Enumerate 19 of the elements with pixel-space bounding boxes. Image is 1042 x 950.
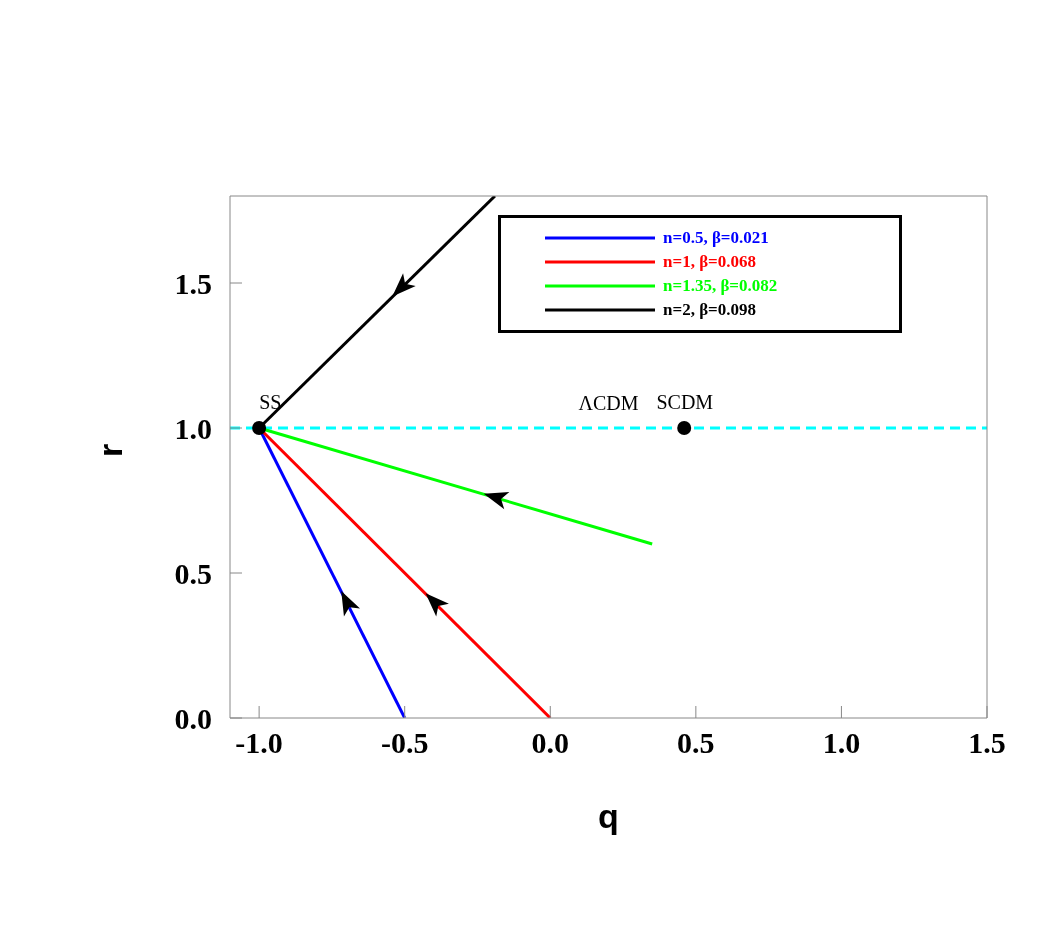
x-tick-label: -0.5 — [380, 726, 429, 760]
x-tick-label: 0.0 — [531, 726, 570, 760]
x-axis-title: q — [598, 797, 619, 835]
ref-line-label: ΛCDM — [578, 392, 639, 414]
y-tick-label: 0.5 — [174, 556, 212, 590]
annotation: SS — [259, 391, 282, 414]
y-axis-title: r — [91, 443, 130, 457]
text: n=1, β=0.068 — [663, 252, 757, 272]
y-tick-label: 0.0 — [174, 701, 212, 735]
annotation: SCDM — [656, 391, 714, 414]
text: n=0.5, β=0.021 — [663, 228, 769, 248]
y-tick-label: 1.0 — [174, 411, 212, 445]
y-tick-label: 1.5 — [174, 266, 212, 300]
text: n=1.35, β=0.082 — [663, 276, 778, 296]
x-tick-label: 0.5 — [677, 726, 715, 760]
x-tick-label: 1.0 — [822, 726, 861, 760]
x-tick-label: 1.5 — [968, 726, 1006, 760]
x-tick-label: -1.0 — [235, 726, 283, 760]
text: n=2, β=0.098 — [663, 300, 757, 320]
